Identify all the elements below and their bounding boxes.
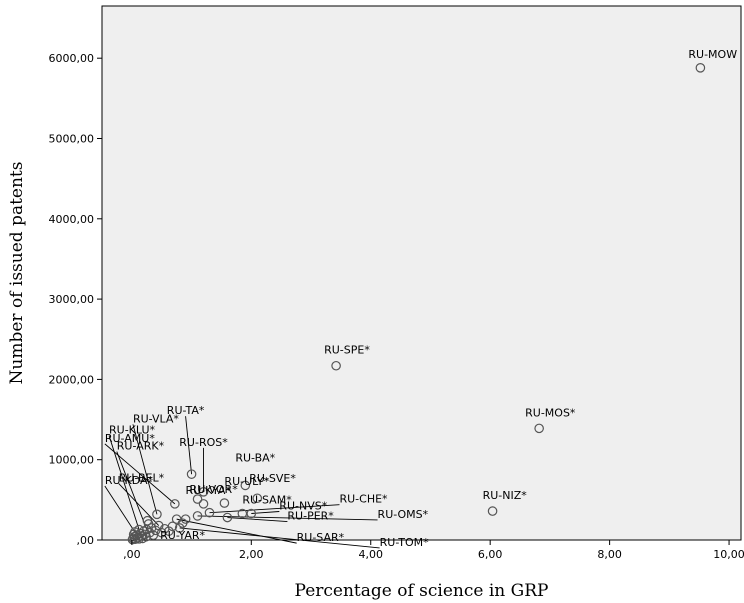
data-point [148, 530, 159, 540]
data-point [204, 507, 215, 518]
data-point [152, 509, 162, 520]
data-point [534, 423, 544, 434]
data-point [219, 498, 230, 508]
point-label: RU-SPE* [324, 344, 370, 357]
leader-line [227, 517, 288, 522]
leader-line [176, 518, 297, 544]
point-label: RU-CHE* [339, 493, 388, 506]
y-axis: ,00 1000,00 2000,00 3000,00 4000,00 5000,00 60… [49, 52, 102, 547]
point-label: RU-TOM* [380, 536, 430, 549]
point-label: RU-BA* [235, 451, 275, 464]
data-point [142, 515, 153, 526]
y-tick-label: 2000,00 [49, 373, 95, 386]
point-label: RU-YAR* [160, 529, 205, 542]
leader-line [104, 485, 136, 533]
point-label: RU-SAR* [297, 531, 345, 544]
data-point [487, 506, 498, 516]
point-label: RU-MOW [688, 48, 737, 61]
point-label: RU-VOR* [190, 483, 239, 496]
data-point [130, 534, 141, 544]
data-point [174, 523, 185, 533]
y-axis-title: Number of issued patents [7, 162, 27, 385]
data-point [134, 533, 144, 544]
data-point [222, 512, 233, 523]
point-labels: RU-MOW RU-SPE* RU-MOS* RU-NIZ* RU-TA* RU-ROS*… [105, 48, 737, 549]
x-tick-label: 2,00 [239, 548, 264, 561]
leader-line [185, 416, 193, 475]
point-label: RU-KLU* [109, 424, 156, 437]
x-tick-label: 8,00 [597, 548, 622, 561]
point-label: RU-MOS* [525, 406, 576, 419]
data-point [246, 508, 257, 519]
data-point [150, 525, 161, 536]
data-point [127, 534, 138, 545]
data-point [240, 480, 251, 491]
point-label: RU-OMS* [378, 508, 429, 521]
data-point [252, 493, 263, 504]
leader-line [118, 483, 160, 526]
point-label: RU-NIZ* [483, 489, 528, 502]
point-label: RU-PER* [287, 510, 334, 523]
data-point [695, 63, 706, 73]
data-point [167, 521, 178, 532]
point-label: RU-BEL* [119, 472, 165, 485]
plot-area [101, 5, 742, 541]
point-label: RU-SAM* [242, 494, 292, 507]
point-label: RU-KDA* [105, 474, 154, 487]
point-label: RU-ROS* [179, 436, 228, 449]
data-point [180, 514, 191, 524]
data-point [192, 511, 203, 521]
y-tick-label: 4000,00 [49, 213, 95, 226]
data-point [331, 360, 341, 371]
leader-line [104, 443, 176, 505]
y-tick-label: ,00 [77, 534, 95, 547]
leader-line [179, 527, 380, 549]
point-label: RU-ULY* [224, 475, 269, 488]
leader-line [209, 504, 340, 514]
leader-line [197, 515, 378, 521]
x-axis-title: Percentage of science in GRP [295, 581, 549, 601]
x-tick-label: ,00 [123, 548, 141, 561]
data-point [198, 487, 209, 497]
x-tick-label: 6,00 [478, 548, 503, 561]
y-tick-label: 3000,00 [49, 293, 95, 306]
leader-line [132, 424, 158, 515]
point-label: RU-TA* [167, 404, 205, 417]
data-points [127, 63, 706, 545]
point-label: RU-AMU* [105, 432, 155, 445]
point-label: RU-VLA* [133, 412, 179, 425]
point-label: RU-KYA* [186, 484, 232, 497]
data-point [170, 499, 180, 509]
y-tick-label: 1000,00 [49, 454, 95, 467]
point-label: RU-NVS* [279, 500, 327, 513]
leader-lines [104, 416, 380, 549]
y-tick-label: 5000,00 [49, 132, 95, 145]
x-tick-label: 4,00 [358, 548, 383, 561]
data-point [186, 469, 197, 479]
data-point [192, 494, 203, 504]
y-tick-label: 6000,00 [49, 52, 95, 65]
x-tick-label: 10,00 [713, 548, 744, 561]
point-label: RU-ARK* [117, 440, 165, 453]
x-axis: ,00 2,00 4,00 6,00 8,00 10,00 [123, 540, 744, 561]
point-label: RU-SVE* [249, 472, 296, 485]
data-point [198, 499, 209, 509]
leader-line [116, 451, 148, 530]
